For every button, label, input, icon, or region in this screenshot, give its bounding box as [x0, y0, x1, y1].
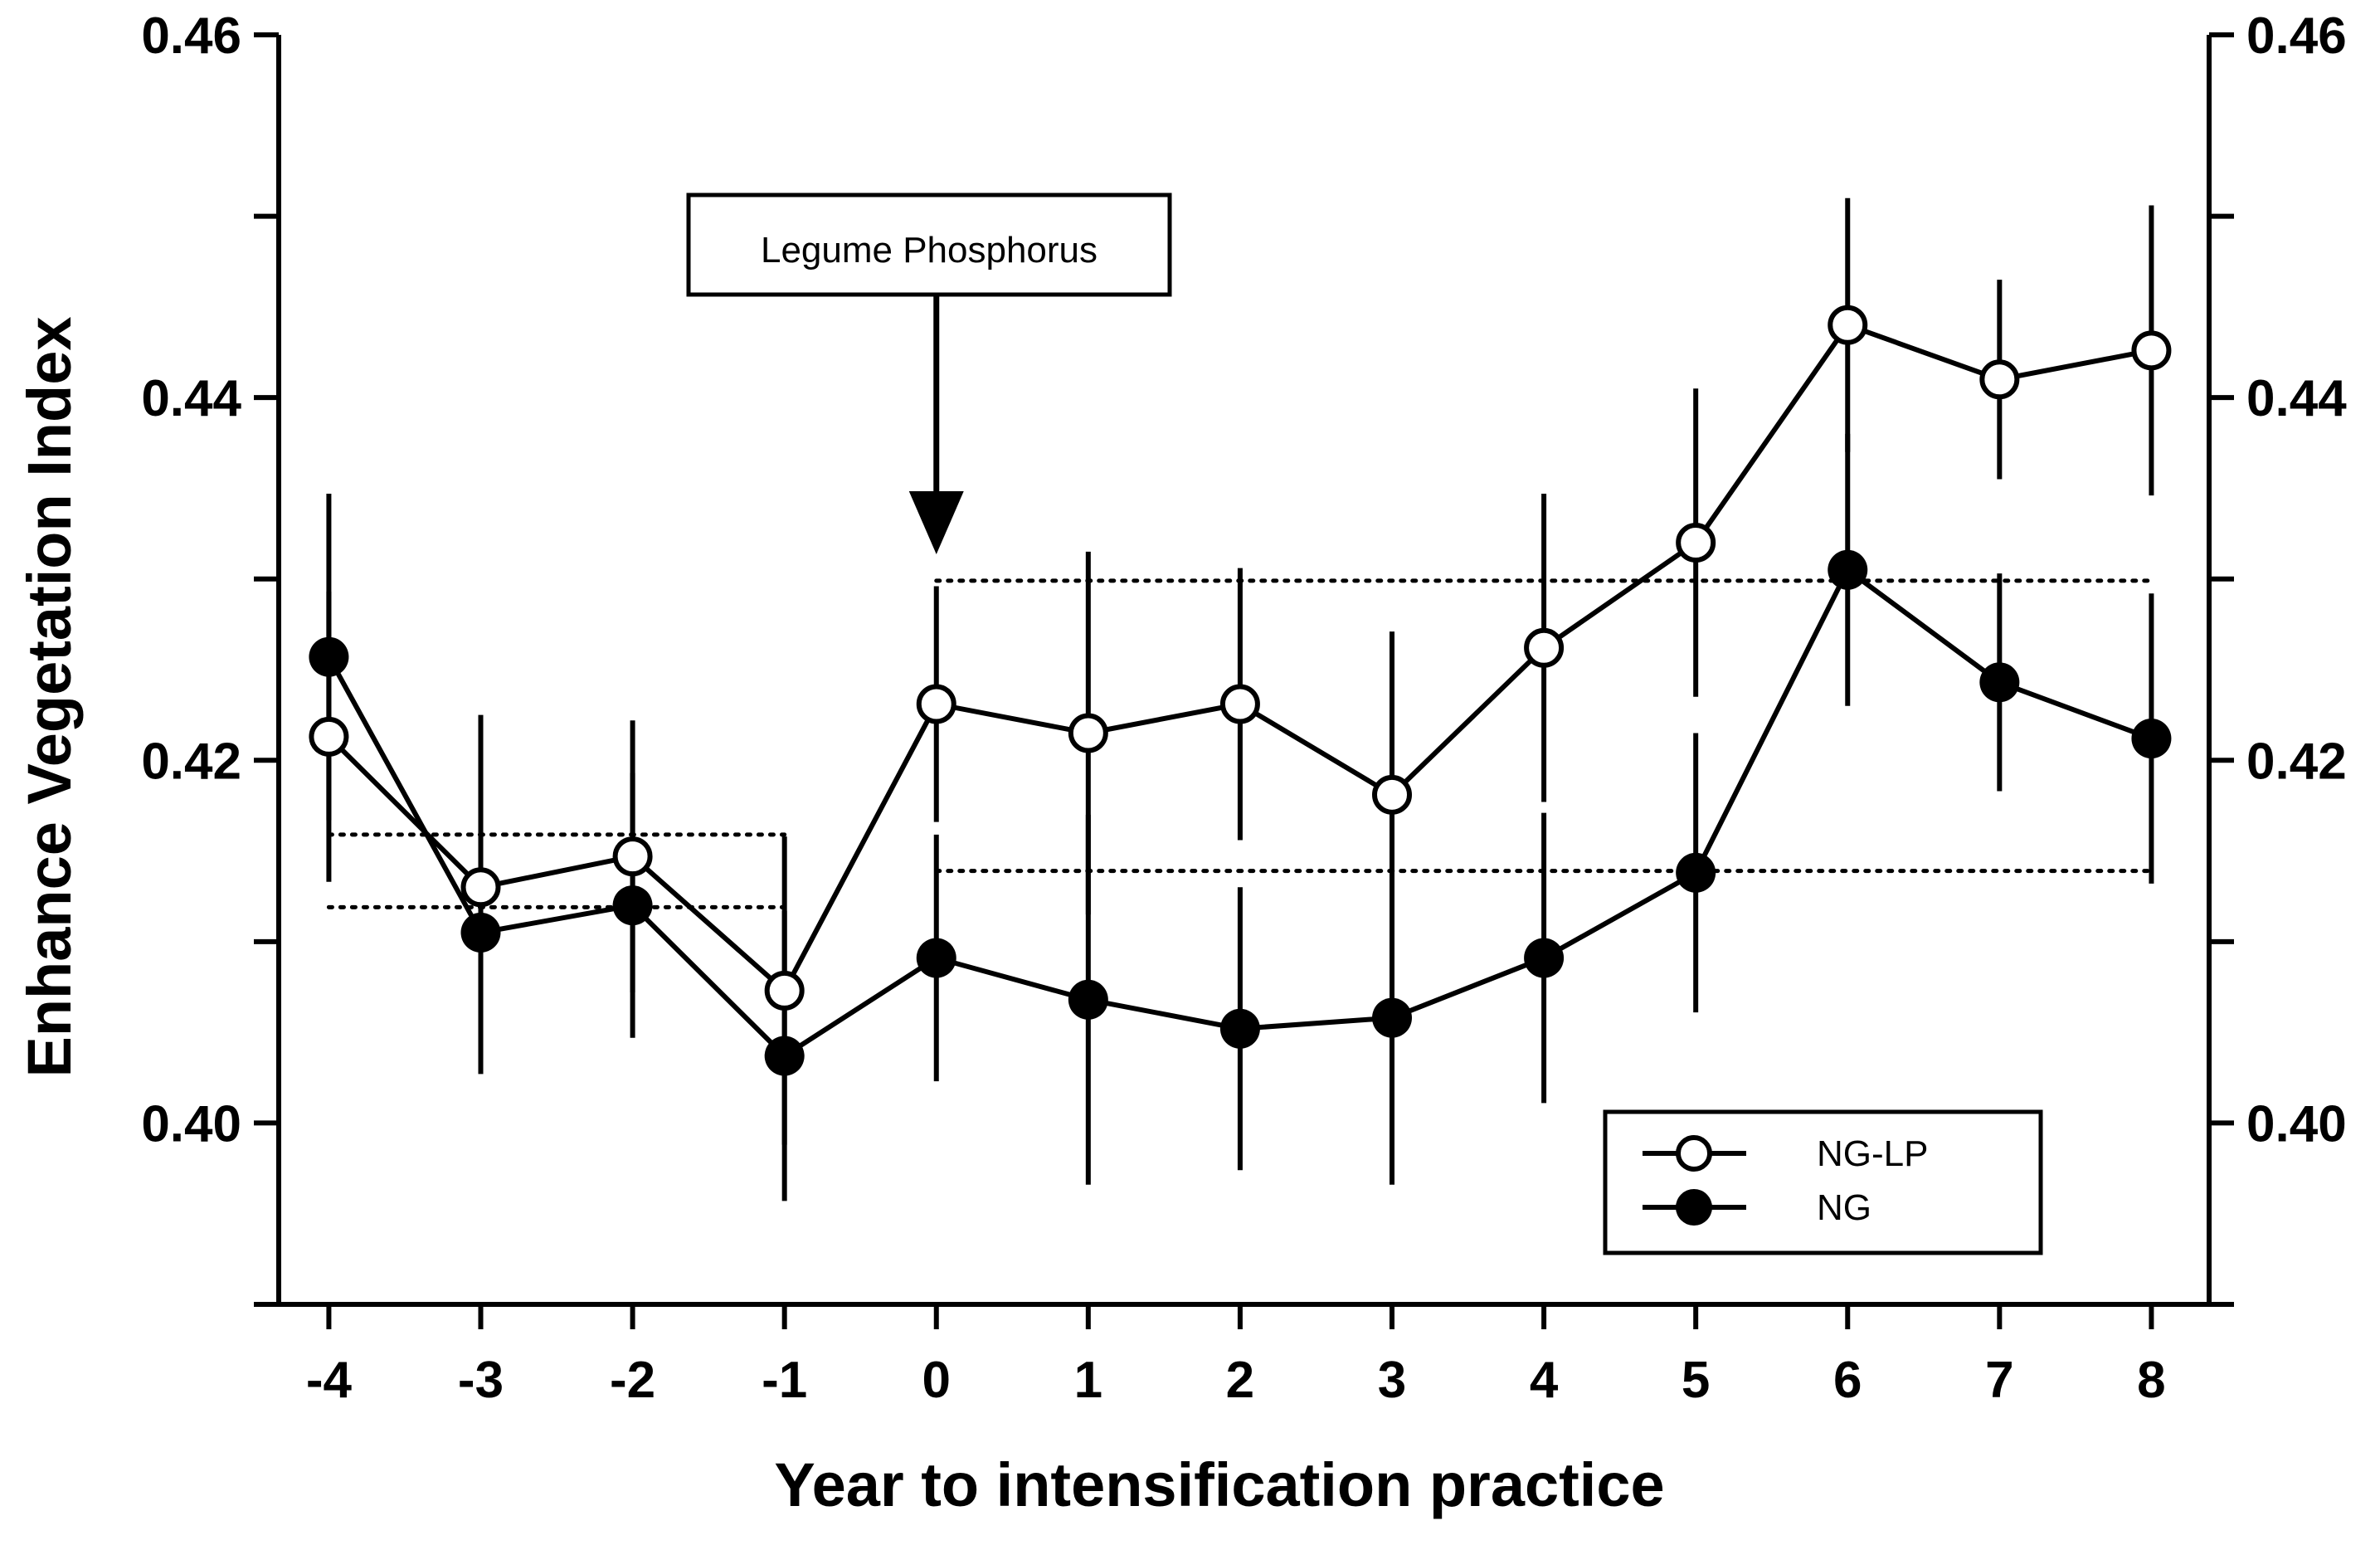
x-tick-label: -4 [306, 1352, 353, 1409]
point-ng-lp--3 [460, 867, 501, 908]
x-tick-label: 1 [1074, 1352, 1102, 1409]
legume-phosphorus-annotation: Legume Phosphorus [686, 193, 1172, 554]
x-tick-label: 4 [1530, 1352, 1559, 1409]
point-ng--3 [460, 912, 501, 953]
y-tick-label-left: 0.42 [141, 733, 241, 790]
point-ng-lp-1 [1068, 713, 1108, 753]
point-ng-lp-0 [916, 684, 956, 724]
x-tick-label: 7 [1985, 1352, 2013, 1409]
x-tick-label: 0 [922, 1352, 951, 1409]
y-axis-title: Enhance Vegetation Index [15, 316, 84, 1077]
point-ng-lp--4 [309, 716, 349, 757]
y-tick-label-right: 0.46 [2246, 7, 2347, 65]
point-ng-7 [1979, 662, 2020, 703]
point-ng-lp--2 [612, 836, 653, 877]
x-tick-label: 3 [1378, 1352, 1406, 1409]
y-tick-label-right: 0.40 [2246, 1095, 2347, 1153]
legend: NG-LP NG [1603, 1109, 2043, 1255]
point-ng-1 [1068, 979, 1108, 1020]
x-tick-label: -3 [458, 1352, 504, 1409]
x-tick-label: 2 [1226, 1352, 1254, 1409]
point-ng-2 [1219, 1008, 1260, 1049]
point-ng-4 [1524, 938, 1565, 978]
annotation-label: Legume Phosphorus [761, 230, 1098, 270]
point-ng--4 [309, 636, 349, 677]
point-ng-lp-2 [1219, 684, 1260, 724]
point-ng-8 [2131, 719, 2172, 759]
point-ng-3 [1372, 997, 1413, 1038]
point-ng-lp-8 [2131, 330, 2172, 371]
y-tick-label-left: 0.46 [141, 7, 241, 65]
point-ng-6 [1828, 549, 1868, 590]
x-tick-label: 6 [1833, 1352, 1862, 1409]
legend-box [1603, 1109, 2043, 1255]
y-tick-label-right: 0.42 [2246, 733, 2347, 790]
annotation-box [686, 193, 1172, 297]
x-tick-label: 8 [2137, 1352, 2165, 1409]
point-ng-lp--1 [764, 970, 805, 1011]
x-tick-label: -2 [610, 1352, 655, 1409]
legend-marker-ng [1676, 1189, 1712, 1226]
point-ng-0 [916, 938, 956, 978]
y-tick-label-left: 0.40 [141, 1095, 241, 1153]
point-ng--2 [612, 885, 653, 926]
point-ng-5 [1676, 852, 1716, 893]
point-ng-lp-5 [1676, 523, 1716, 563]
point-ng-lp-4 [1524, 627, 1565, 668]
point-ng-lp-7 [1979, 359, 2020, 400]
legend-label-ng-lp: NG-LP [1817, 1133, 1928, 1174]
x-tick-label: -1 [762, 1352, 807, 1409]
y-tick-label-right: 0.44 [2246, 370, 2347, 427]
point-ng-lp-3 [1372, 774, 1413, 815]
point-ng--1 [764, 1036, 805, 1076]
legend-marker-ng-lp [1676, 1135, 1712, 1172]
annotation-arrow-head [908, 491, 964, 554]
x-axis-title: Year to intensification practice [774, 1450, 1664, 1519]
x-tick-label: 5 [1682, 1352, 1710, 1409]
y-tick-label-left: 0.44 [141, 370, 241, 427]
legend-label-ng: NG [1817, 1187, 1871, 1228]
point-ng-lp-6 [1828, 305, 1868, 345]
